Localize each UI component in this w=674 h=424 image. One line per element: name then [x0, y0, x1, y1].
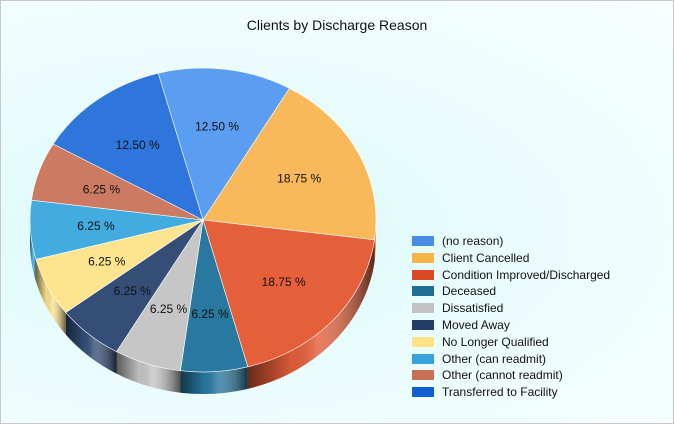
legend-label: No Longer Qualified — [442, 334, 549, 349]
pie-side-shade — [35, 259, 66, 335]
pie-slice-transferred-to-facility[interactable] — [52, 72, 204, 221]
slice-label-other-can-readmit: 6.25 % — [77, 219, 115, 233]
legend-label: Other (can readmit) — [442, 351, 547, 366]
legend-swatch — [412, 286, 434, 297]
legend-label: Other (cannot readmit) — [442, 368, 563, 383]
legend-label: Condition Improved/Discharged — [442, 267, 611, 282]
legend-swatch — [412, 353, 434, 364]
slice-label-condition-improved-discharged: 18.75 % — [262, 275, 306, 289]
slice-label-dissatisfied: 6.25 % — [150, 302, 188, 316]
legend-label: Deceased — [442, 284, 497, 299]
pie-side-shade — [65, 312, 117, 374]
chart-title: Clients by Discharge Reason — [246, 17, 428, 33]
pie-slice-client-cancelled[interactable] — [202, 87, 377, 241]
slice-label-transferred-to-facility: 12.50 % — [116, 138, 160, 152]
legend-swatch — [412, 252, 434, 263]
legend-swatch — [412, 269, 434, 280]
legend-swatch — [412, 370, 434, 381]
legend-label: Client Cancelled — [442, 250, 530, 265]
legend-label: Dissatisfied — [442, 301, 504, 316]
legend-swatch — [412, 236, 434, 246]
slice-label-deceased: 6.25 % — [191, 307, 229, 321]
pie-labels: 12.50 %18.75 %18.75 %6.25 %6.25 %6.25 %6… — [77, 120, 321, 321]
pie-slice-condition-improved-discharged[interactable] — [202, 219, 375, 368]
legend-swatch — [412, 303, 434, 314]
pie-side-shade — [116, 351, 181, 393]
legend-swatch — [412, 387, 434, 398]
pie-side-shade — [30, 220, 36, 282]
slice-label-no-reason: 12.50 % — [195, 120, 239, 134]
slice-label-client-cancelled: 18.75 % — [277, 171, 321, 185]
slice-label-moved-away: 6.25 % — [114, 284, 152, 298]
pie-side-shade — [180, 366, 248, 395]
pie-slices — [29, 67, 377, 373]
pie-slice-no-reason[interactable] — [157, 67, 290, 221]
legend-label: Moved Away — [442, 317, 510, 332]
legend-label: (no reason) — [442, 234, 504, 248]
slice-label-other-cannot-readmit: 6.25 % — [83, 183, 121, 197]
pie-sides — [30, 220, 376, 395]
legend-label: Transferred to Facility — [442, 385, 558, 400]
legend-swatch — [412, 319, 434, 330]
pie-side-shade — [247, 239, 375, 389]
slice-label-no-longer-qualified: 6.25 % — [88, 255, 126, 269]
legend-swatch — [412, 336, 434, 347]
